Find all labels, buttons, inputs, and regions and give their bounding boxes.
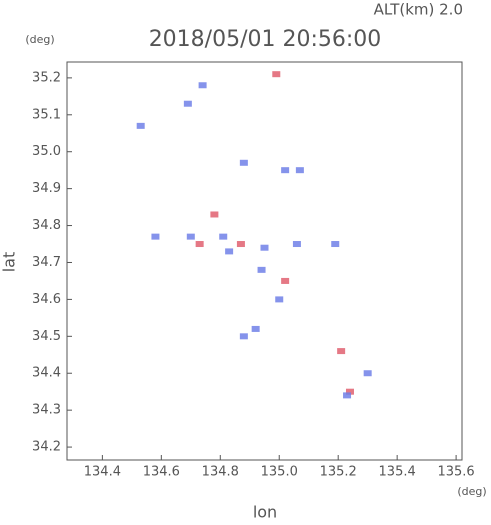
y-tick-label: 34.8: [32, 218, 61, 233]
y-tick-label: 35.0: [32, 144, 61, 159]
y-tick-label: 34.9: [32, 181, 61, 196]
x-tick-label: 135.2: [320, 465, 357, 480]
echo-point: [331, 241, 340, 248]
x-tick-label: 135.0: [261, 465, 298, 480]
echo-point: [281, 277, 290, 284]
y-tick-label: 34.4: [32, 366, 61, 381]
x-tick-label: 135.4: [379, 465, 416, 480]
echo-point: [260, 244, 269, 251]
echo-point: [345, 388, 354, 395]
echo-point: [186, 233, 195, 240]
echo-point: [219, 233, 228, 240]
echo-point: [151, 233, 160, 240]
echo-point: [363, 370, 372, 377]
echo-point: [251, 325, 260, 332]
echo-point: [225, 248, 234, 255]
echo-point: [210, 211, 219, 218]
y-tick-label: 34.7: [32, 255, 61, 270]
echo-point: [239, 333, 248, 340]
y-unit: (deg): [25, 33, 54, 46]
echo-point: [337, 348, 346, 355]
echo-point: [292, 241, 301, 248]
plot-frame: [66, 61, 463, 461]
y-tick-label: 34.3: [32, 403, 61, 418]
x-tick-label: 134.8: [202, 465, 239, 480]
echo-point: [275, 296, 284, 303]
y-tick-label: 35.2: [32, 70, 61, 85]
echo-point: [295, 167, 304, 174]
echo-point: [239, 159, 248, 166]
x-unit: (deg): [457, 485, 486, 498]
x-axis-label: lon: [253, 503, 277, 522]
echo-point: [195, 241, 204, 248]
x-tick-label: 135.6: [437, 465, 474, 480]
y-tick-label: 34.5: [32, 329, 61, 344]
x-tick-label: 134.6: [143, 465, 180, 480]
y-tick-label: 34.6: [32, 292, 61, 307]
x-tick-label: 134.4: [84, 465, 121, 480]
echo-point: [257, 266, 266, 273]
echo-point: [183, 100, 192, 107]
echo-point: [136, 122, 145, 129]
subtitle: ALT(km) 2.0: [374, 1, 463, 19]
echo-point: [343, 392, 352, 399]
echo-point: [281, 167, 290, 174]
echo-point: [198, 82, 207, 89]
echo-point: [236, 241, 245, 248]
y-axis-label: lat: [0, 252, 19, 273]
y-tick-label: 35.1: [32, 107, 61, 122]
chart-title: 2018/05/01 20:56:00: [149, 27, 382, 52]
y-tick-label: 34.2: [32, 440, 61, 455]
echo-point: [272, 71, 281, 78]
